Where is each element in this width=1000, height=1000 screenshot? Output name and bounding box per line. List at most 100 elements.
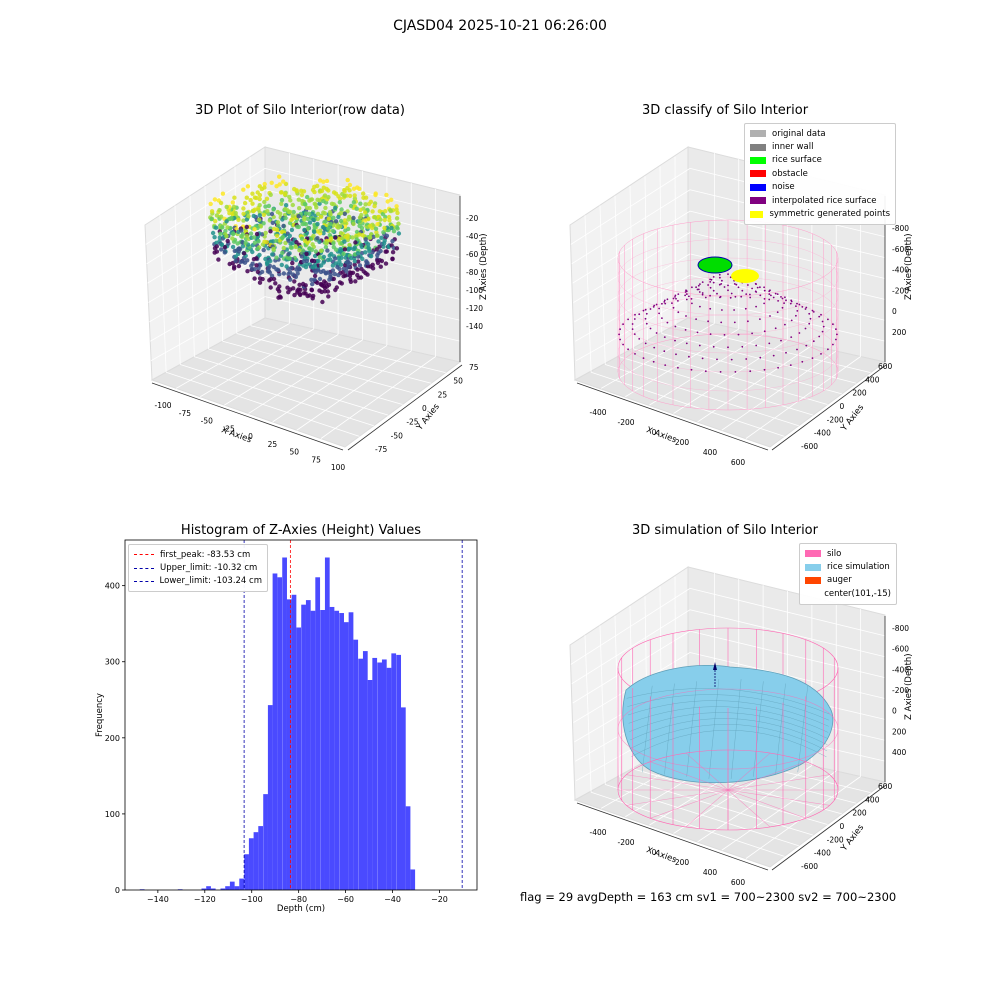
scatter-point: [359, 243, 364, 248]
scatter-point: [322, 211, 327, 216]
scatter-point: [345, 233, 350, 238]
scatter-point: [325, 248, 330, 253]
scatter-point: [318, 248, 324, 253]
scatter-point: [307, 246, 312, 251]
scatter-point: [371, 234, 376, 239]
scatter-point: [351, 221, 356, 227]
scatter-point: [232, 248, 237, 254]
grid-line: [249, 156, 252, 326]
scatter-point: [301, 189, 307, 194]
scatter-point: [315, 280, 320, 285]
scatter-point: [252, 227, 257, 232]
scatter-point: [287, 269, 293, 275]
scatter-point: [337, 280, 343, 285]
scatter-point: [375, 258, 380, 263]
scatter-point: [214, 249, 220, 254]
scatter-point: [333, 256, 338, 261]
scatter-point: [277, 294, 283, 299]
z-tick-label: 200: [892, 727, 907, 736]
z-tick-label: 400: [892, 748, 907, 757]
legend-swatch: [805, 576, 821, 584]
scatter-point: [363, 195, 369, 200]
scatter-point: [352, 259, 357, 264]
scatter-point: [286, 209, 292, 215]
scatter-point: [290, 272, 296, 277]
scatter-point: [317, 276, 323, 282]
scatter-point: [380, 211, 386, 217]
scatter-point: [295, 224, 300, 229]
scatter-point: [357, 219, 362, 224]
scatter-point: [224, 204, 229, 210]
grid-line: [248, 339, 363, 414]
scatter-point: [338, 218, 344, 224]
scatter-point: [390, 250, 396, 255]
scatter-point: [361, 191, 366, 196]
scatter-point: [382, 217, 387, 223]
scatter-point: [315, 216, 320, 222]
scatter-point: [376, 250, 381, 256]
grid-line: [264, 296, 461, 342]
scatter-point: [342, 218, 348, 223]
scatter-point: [378, 264, 383, 269]
x-tick-label: 200: [675, 858, 690, 867]
scatter-point: [283, 240, 288, 246]
scatter-point: [325, 289, 331, 294]
scatter-point: [366, 201, 372, 207]
scatter-point: [281, 223, 286, 229]
scatter-point: [258, 263, 263, 268]
scatter-point: [326, 188, 331, 193]
scatter-point: [382, 241, 387, 246]
scatter-point: [264, 196, 270, 201]
grid-line: [222, 340, 417, 395]
subplot3-title: Histogram of Z-Axies (Height) Values: [180, 523, 422, 538]
scatter-point: [336, 214, 341, 220]
scatter-point: [317, 254, 322, 260]
scatter-point: [290, 240, 295, 246]
scatter-point: [280, 250, 285, 255]
scatter-point: [326, 195, 331, 200]
scatter-point: [337, 200, 342, 205]
scatter-point: [308, 236, 314, 241]
x-axis-label: X Axies: [645, 845, 678, 865]
scatter-point: [382, 225, 387, 231]
scatter-point: [222, 250, 227, 255]
scatter-point: [213, 218, 218, 224]
scatter-point: [339, 207, 344, 212]
scatter-point: [384, 233, 390, 238]
scatter-point: [257, 217, 262, 222]
scatter-point: [236, 217, 241, 222]
scatter-point: [257, 280, 263, 285]
scatter-point: [245, 184, 251, 189]
legend-entry: center(101,-15): [805, 587, 891, 600]
scatter-point: [250, 191, 255, 196]
scatter-point: [244, 233, 249, 239]
y-tick-label: 200: [852, 809, 867, 818]
scatter-point: [315, 211, 321, 217]
scatter-point: [373, 192, 378, 198]
scatter-point: [255, 269, 261, 275]
scatter-point: [298, 292, 303, 298]
scatter-point: [311, 217, 316, 222]
scatter-point: [362, 210, 368, 215]
scatter-point: [231, 231, 236, 236]
legend-entry: rice simulation: [805, 560, 891, 573]
grid-line: [272, 345, 388, 423]
scatter-point: [209, 216, 214, 222]
subplot2-title: 3D classify of Silo Interior: [641, 103, 809, 118]
scatter-point: [363, 237, 368, 242]
scatter-point: [210, 230, 216, 236]
scatter-point: [342, 247, 348, 252]
grid-line: [236, 333, 432, 384]
scatter-point: [330, 263, 336, 268]
scatter-point: [219, 214, 224, 219]
x-tick-label: 400: [703, 868, 718, 877]
scatter-point: [273, 281, 278, 286]
scatter-point: [300, 221, 305, 227]
x-tick-label: -75: [179, 409, 191, 418]
scatter-point: [341, 274, 346, 279]
scatter-point: [286, 238, 291, 243]
scatter-point: [301, 259, 306, 264]
scatter-point: [306, 225, 311, 231]
scatter-point: [317, 239, 322, 244]
scatter-point: [257, 196, 262, 202]
